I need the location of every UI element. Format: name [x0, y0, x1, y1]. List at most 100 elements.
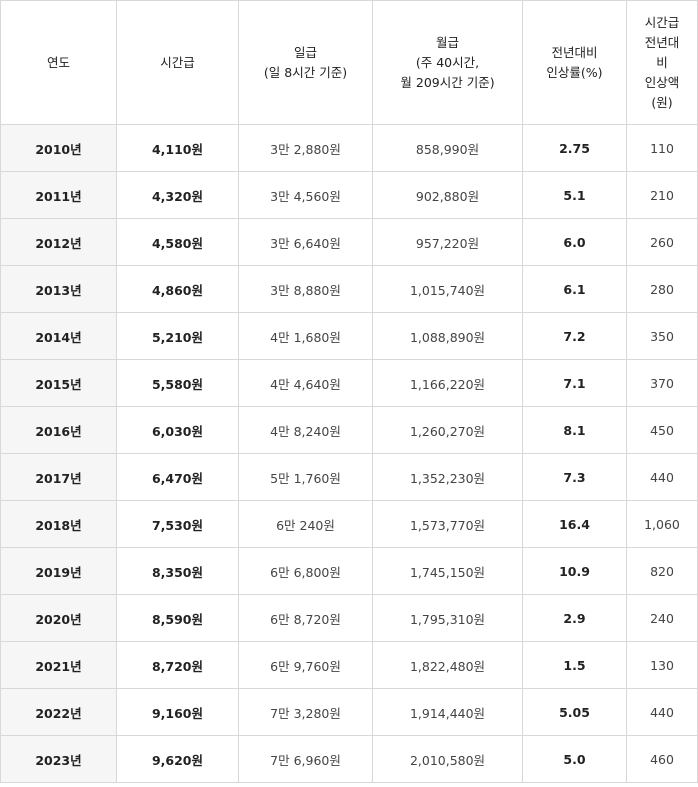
monthly-wage-cell: 1,745,150원	[372, 547, 523, 595]
daily-wage-cell: 6만 6,800원	[238, 547, 373, 595]
daily-wage-cell: 4만 4,640원	[238, 359, 373, 407]
increase-rate-cell: 7.2	[522, 312, 627, 360]
increase-amount-cell: 440	[626, 688, 698, 736]
monthly-wage-cell: 1,795,310원	[372, 594, 523, 642]
hourly-wage-cell: 4,110원	[116, 124, 239, 172]
header-monthly-wage: 월급 (주 40시간, 월 209시간 기준)	[372, 0, 523, 125]
table-row: 2020년 8,590원 6만 8,720원 1,795,310원 2.9 240	[0, 594, 698, 642]
daily-wage-cell: 7만 3,280원	[238, 688, 373, 736]
header-daily-line: 일급	[293, 44, 317, 60]
monthly-wage-cell: 1,914,440원	[372, 688, 523, 736]
increase-rate-cell: 2.75	[522, 124, 627, 172]
header-monthly-line: 월 209시간 기준)	[400, 74, 495, 90]
increase-amount-cell: 820	[626, 547, 698, 595]
year-cell: 2020년	[0, 594, 117, 642]
increase-amount-cell: 350	[626, 312, 698, 360]
monthly-wage-cell: 1,015,740원	[372, 265, 523, 313]
header-amount-line: 전년대	[644, 34, 680, 50]
hourly-wage-cell: 8,350원	[116, 547, 239, 595]
monthly-wage-cell: 1,352,230원	[372, 453, 523, 501]
table-row: 2014년 5,210원 4만 1,680원 1,088,890원 7.2 350	[0, 312, 698, 360]
header-row: 연도 시간급 일급 (일 8시간 기준) 월급 (주 40시간, 월 209시간 기준…	[0, 0, 698, 125]
increase-rate-cell: 5.0	[522, 735, 627, 783]
hourly-wage-cell: 8,720원	[116, 641, 239, 689]
table-row: 2010년 4,110원 3만 2,880원 858,990원 2.75 110	[0, 124, 698, 172]
header-monthly-line: (주 40시간,	[415, 54, 480, 70]
daily-wage-cell: 4만 1,680원	[238, 312, 373, 360]
header-daily-line: (일 8시간 기준)	[263, 64, 348, 80]
monthly-wage-cell: 1,822,480원	[372, 641, 523, 689]
table-body: 2010년 4,110원 3만 2,880원 858,990원 2.75 110 2011년…	[0, 124, 698, 783]
year-cell: 2011년	[0, 171, 117, 219]
year-cell: 2021년	[0, 641, 117, 689]
year-cell: 2017년	[0, 453, 117, 501]
header-year: 연도	[0, 0, 117, 125]
increase-amount-cell: 440	[626, 453, 698, 501]
daily-wage-cell: 6만 240원	[238, 500, 373, 548]
header-rate-line: 인상률(%)	[546, 64, 603, 80]
hourly-wage-cell: 8,590원	[116, 594, 239, 642]
header-amount-line: (원)	[651, 94, 673, 110]
increase-rate-cell: 7.3	[522, 453, 627, 501]
increase-amount-cell: 370	[626, 359, 698, 407]
monthly-wage-cell: 957,220원	[372, 218, 523, 266]
header-hourly-line: 시간급	[160, 54, 195, 70]
increase-amount-cell: 240	[626, 594, 698, 642]
header-amount-line: 시간급	[644, 14, 680, 30]
increase-rate-cell: 6.1	[522, 265, 627, 313]
daily-wage-cell: 7만 6,960원	[238, 735, 373, 783]
table-row: 2021년 8,720원 6만 9,760원 1,822,480원 1.5 130	[0, 641, 698, 689]
year-cell: 2022년	[0, 688, 117, 736]
monthly-wage-cell: 1,166,220원	[372, 359, 523, 407]
table-row: 2017년 6,470원 5만 1,760원 1,352,230원 7.3 440	[0, 453, 698, 501]
header-rate-line: 전년대비	[551, 44, 598, 60]
monthly-wage-cell: 1,573,770원	[372, 500, 523, 548]
increase-rate-cell: 5.1	[522, 171, 627, 219]
table-row: 2018년 7,530원 6만 240원 1,573,770원 16.4 1,060	[0, 500, 698, 548]
header-amount-line: 비	[656, 54, 668, 70]
increase-amount-cell: 460	[626, 735, 698, 783]
hourly-wage-cell: 9,160원	[116, 688, 239, 736]
hourly-wage-cell: 9,620원	[116, 735, 239, 783]
year-cell: 2012년	[0, 218, 117, 266]
table-row: 2022년 9,160원 7만 3,280원 1,914,440원 5.05 440	[0, 688, 698, 736]
year-cell: 2014년	[0, 312, 117, 360]
year-cell: 2013년	[0, 265, 117, 313]
hourly-wage-cell: 4,320원	[116, 171, 239, 219]
increase-amount-cell: 280	[626, 265, 698, 313]
increase-amount-cell: 210	[626, 171, 698, 219]
header-hourly-wage: 시간급	[116, 0, 239, 125]
increase-rate-cell: 6.0	[522, 218, 627, 266]
table-row: 2011년 4,320원 3만 4,560원 902,880원 5.1 210	[0, 171, 698, 219]
hourly-wage-cell: 6,470원	[116, 453, 239, 501]
table-row: 2012년 4,580원 3만 6,640원 957,220원 6.0 260	[0, 218, 698, 266]
increase-rate-cell: 1.5	[522, 641, 627, 689]
increase-amount-cell: 110	[626, 124, 698, 172]
daily-wage-cell: 4만 8,240원	[238, 406, 373, 454]
increase-amount-cell: 130	[626, 641, 698, 689]
daily-wage-cell: 5만 1,760원	[238, 453, 373, 501]
increase-rate-cell: 2.9	[522, 594, 627, 642]
increase-rate-cell: 8.1	[522, 406, 627, 454]
table-row: 2013년 4,860원 3만 8,880원 1,015,740원 6.1 280	[0, 265, 698, 313]
hourly-wage-cell: 5,210원	[116, 312, 239, 360]
daily-wage-cell: 3만 2,880원	[238, 124, 373, 172]
hourly-wage-cell: 5,580원	[116, 359, 239, 407]
daily-wage-cell: 3만 4,560원	[238, 171, 373, 219]
increase-rate-cell: 10.9	[522, 547, 627, 595]
monthly-wage-cell: 1,260,270원	[372, 406, 523, 454]
header-amount-line: 인상액	[644, 74, 680, 90]
daily-wage-cell: 3만 6,640원	[238, 218, 373, 266]
hourly-wage-cell: 7,530원	[116, 500, 239, 548]
daily-wage-cell: 3만 8,880원	[238, 265, 373, 313]
monthly-wage-cell: 902,880원	[372, 171, 523, 219]
monthly-wage-cell: 2,010,580원	[372, 735, 523, 783]
daily-wage-cell: 6만 8,720원	[238, 594, 373, 642]
year-cell: 2023년	[0, 735, 117, 783]
increase-amount-cell: 1,060	[626, 500, 698, 548]
increase-rate-cell: 7.1	[522, 359, 627, 407]
year-cell: 2016년	[0, 406, 117, 454]
